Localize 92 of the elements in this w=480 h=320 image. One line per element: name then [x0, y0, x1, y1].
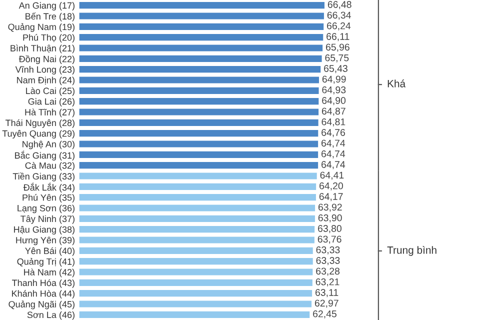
data-label: 64,87: [322, 108, 346, 116]
data-label: 64,76: [322, 129, 345, 138]
y-tick-label: Nam Định (24): [17, 76, 74, 86]
bar: [79, 23, 324, 30]
bar: [79, 12, 324, 20]
y-tick-label: Quảng Nam (19): [8, 23, 74, 32]
y-tick-label: Đồng Nai (22): [18, 55, 74, 64]
data-label: 63,28: [316, 268, 340, 276]
y-tick-label: Hà Nam (42): [24, 268, 74, 278]
y-tick-label: Tiền Giang (33): [12, 172, 74, 182]
y-tick-label: Bắc Giang (31): [15, 150, 74, 160]
bar: [79, 268, 313, 276]
y-tick-label: Đắk Lắk (34): [23, 182, 74, 192]
bar: [79, 204, 316, 212]
y-tick-label: Quảng Ngãi (45): [8, 300, 74, 310]
text: Khá: [388, 80, 406, 88]
y-tick-label: Quảng Trị (41): [17, 258, 74, 267]
y-tick-label: Lạng Sơn (36): [18, 204, 74, 214]
bar: [79, 151, 318, 158]
data-label: 64,74: [322, 150, 346, 158]
data-label: 63,21: [316, 278, 340, 286]
data-label: 64,74: [322, 140, 346, 148]
bar: [79, 162, 318, 169]
bar: [79, 87, 319, 94]
y-tick-label: Tuyên Quang (29): [2, 130, 74, 138]
data-label: 66,11: [326, 33, 350, 42]
bar: [79, 76, 319, 84]
data-label: 62,45: [313, 310, 336, 318]
y-tick-label: Khánh Hòa (44): [12, 290, 74, 299]
bar: [79, 98, 319, 105]
y-tick-label: Hà Tĩnh (27): [25, 108, 74, 118]
y-tick-label: Phú Thọ (20): [23, 34, 74, 43]
data-label: 64,93: [322, 86, 346, 94]
y-tick-label: Nghệ An (30): [22, 140, 74, 150]
data-label: 64,90: [322, 97, 346, 106]
data-label: 63,33: [316, 257, 340, 266]
bar: [79, 34, 324, 41]
y-tick-label: Vĩnh Long (23): [15, 66, 74, 74]
bar: [79, 226, 315, 233]
y-tick-label: Yên Bái (40): [25, 247, 74, 256]
bar: [79, 258, 313, 265]
y-tick-label: Gia Lai (26): [28, 98, 74, 106]
data-label: 63,76: [318, 236, 342, 244]
data-label: 62,97: [314, 300, 338, 308]
y-tick-label: Bình Thuận (21): [10, 44, 74, 54]
data-label: 64,41: [320, 172, 344, 180]
bar: [79, 2, 324, 9]
data-label: 66,24: [327, 22, 351, 30]
bar: [79, 247, 313, 254]
data-label: 64,20: [320, 182, 343, 190]
data-label: 64,99: [322, 76, 346, 84]
bar: [79, 55, 322, 62]
y-tick-label: Sơn La (46): [27, 311, 74, 320]
bar: [79, 172, 317, 180]
y-tick-label: Phú Yên (35): [22, 194, 74, 203]
bar: [79, 183, 316, 190]
bar: [79, 66, 321, 73]
bar: [79, 119, 318, 126]
y-tick-label: An Giang (17): [18, 2, 74, 10]
bar: [79, 290, 312, 297]
data-label: 64,17: [319, 193, 343, 202]
bar: [79, 194, 316, 201]
text: Trung bình: [387, 246, 436, 256]
y-tick-label: Thái Nguyên (28): [5, 119, 74, 128]
bar: [79, 279, 312, 286]
bar: [79, 215, 315, 222]
bar: [79, 44, 323, 52]
y-tick-label: Cà Mau (32): [25, 162, 74, 171]
bar: [79, 130, 318, 137]
y-tick-label: Hậu Giang (38): [14, 226, 74, 234]
y-tick-label: Tây Ninh (37): [20, 215, 74, 224]
bar: [79, 236, 314, 244]
y-tick-label: Lào Cai (25): [26, 87, 74, 96]
y-tick-label: Hưng Yên (39): [16, 236, 74, 246]
data-label: 63,33: [316, 246, 340, 254]
data-label: 64,81: [322, 118, 346, 126]
bar: [79, 300, 312, 308]
data-label: 63,90: [318, 214, 342, 222]
data-label: 65,43: [324, 65, 348, 74]
data-label: 63,92: [318, 204, 342, 212]
data-label: 66,48: [328, 1, 352, 10]
data-label: 64,74: [322, 161, 346, 170]
data-label: 65,75: [325, 54, 349, 62]
data-label: 63,80: [318, 225, 342, 234]
bar: [79, 140, 318, 148]
bar: [79, 108, 319, 116]
bar: [79, 311, 310, 318]
y-tick-label: Bến Tre (18): [26, 12, 74, 22]
y-tick-label: Thanh Hóa (43): [12, 279, 74, 288]
data-label: 63,11: [315, 289, 338, 298]
data-label: 66,34: [327, 12, 351, 20]
data-label: 65,96: [326, 44, 350, 52]
